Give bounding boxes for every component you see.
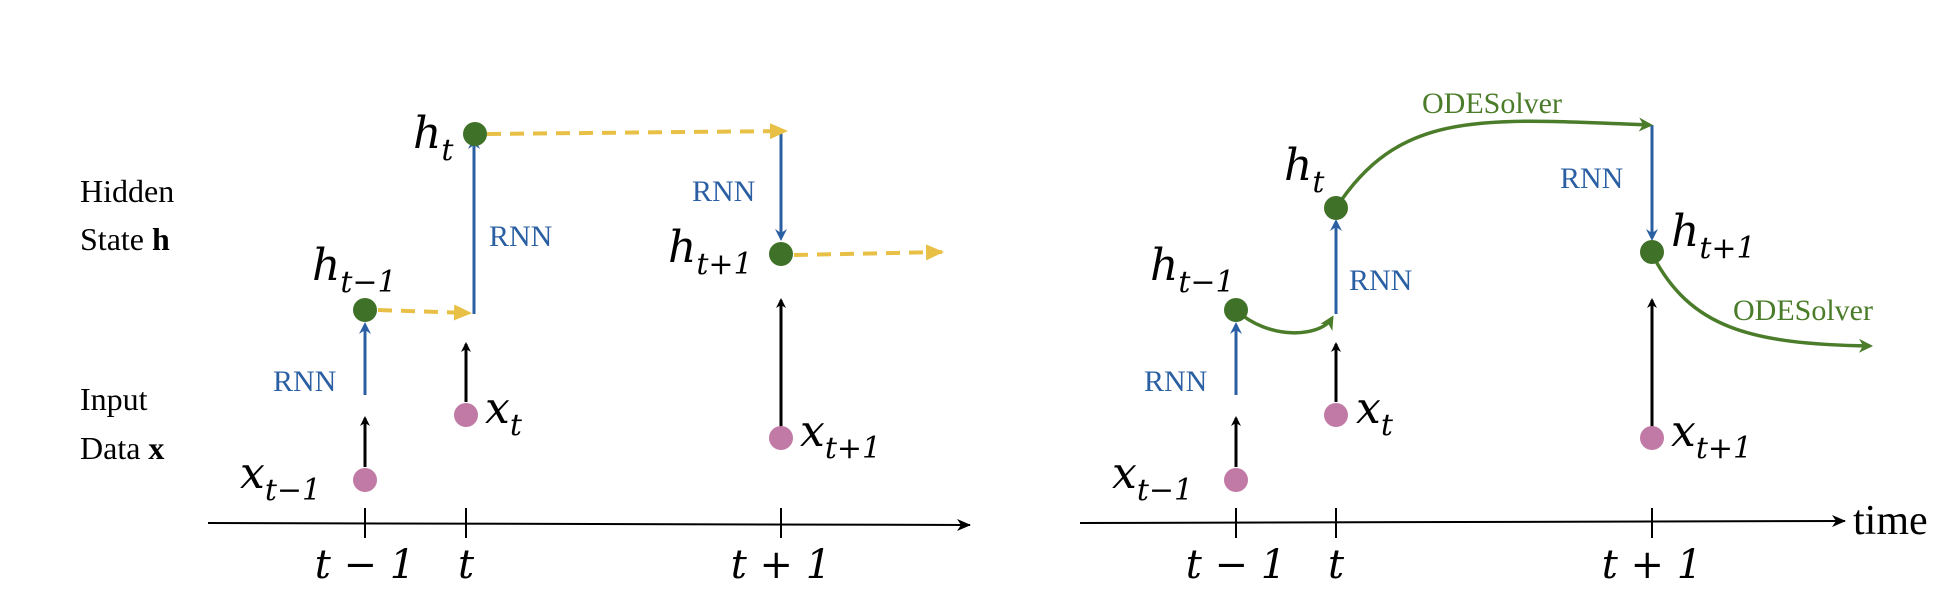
left-hidden-label-t-sub: t: [441, 133, 454, 168]
right-input-label-t-plus-1: xt+1: [1671, 406, 1752, 466]
right-tick-label-t: t: [1328, 542, 1345, 588]
row-label-input-line2: Data x: [80, 430, 164, 466]
left-hidden-label-t-minus-1: ht−1: [312, 240, 397, 300]
right-hidden-node-t-plus-1: [1640, 240, 1664, 264]
left-time-axis: [207, 518, 971, 531]
right-tick-label-t-minus-1: t − 1: [1186, 542, 1286, 588]
right-input-node-t-plus-1: [1640, 426, 1664, 450]
right-hidden-label-t-plus-1-sub: t+1: [1699, 231, 1755, 266]
left-hidden-label-t-base: h: [413, 108, 441, 159]
row-label-input-prefix: Data: [80, 430, 148, 466]
left-carry-arrow-3: [793, 244, 944, 261]
left-input-label-t-sub: t: [510, 408, 523, 443]
left-tick-label-t-minus-1: t − 1: [315, 542, 415, 588]
left-hidden-label-t-minus-1-sub: t−1: [340, 265, 396, 300]
right-input-label-t-minus-1-base: x: [1112, 448, 1137, 499]
right-time-axis: [1079, 515, 1846, 528]
right-hidden-label-t-base: h: [1284, 140, 1312, 191]
right-input-node-t: [1324, 403, 1348, 427]
right-ode-label-1: ODESolver: [1422, 87, 1562, 120]
row-label-hidden-prefix: State: [80, 221, 152, 257]
left-input-label-t-base: x: [485, 383, 510, 434]
time-axis-label: time: [1853, 498, 1928, 544]
right-rnn-label-t: RNN: [1349, 264, 1412, 297]
right-hidden-label-t-minus-1: ht−1: [1150, 240, 1235, 300]
left-input-label-t-minus-1: xt−1: [240, 448, 321, 508]
row-label-hidden-symbol: h: [152, 221, 170, 257]
right-tick-label-t-plus-1: t + 1: [1602, 542, 1702, 588]
right-hidden-label-t-plus-1: ht+1: [1671, 206, 1756, 266]
left-input-node-t-plus-1: [769, 426, 793, 450]
right-input-label-t-plus-1-sub: t+1: [1696, 431, 1752, 466]
left-input-label-t-minus-1-base: x: [240, 448, 265, 499]
left-input-node-t-minus-1: [353, 468, 377, 492]
right-rnn-label-t-plus-1: RNN: [1560, 162, 1623, 195]
right-ode-curve-2: [1334, 117, 1653, 209]
row-label-input-line1: Input: [80, 381, 148, 417]
right-hidden-node-t: [1324, 196, 1348, 220]
right-hidden-label-t-plus-1-base: h: [1671, 206, 1699, 257]
left-input-label-t-minus-1-sub: t−1: [265, 473, 321, 508]
row-label-input-symbol: x: [148, 430, 164, 466]
right-input-label-t-minus-1-sub: t−1: [1137, 473, 1193, 508]
left-hidden-label-t-minus-1-base: h: [312, 240, 340, 291]
row-label-input: Input Data x: [80, 381, 164, 466]
right-hidden-label-t: ht: [1284, 140, 1325, 200]
left-hidden-label-t: ht: [413, 108, 454, 168]
right-input-node-t-minus-1: [1224, 468, 1248, 492]
panel-rnn: t − 1 t t + 1 RNN RNN RNN ht−1 ht ht+1 x…: [207, 108, 971, 588]
left-hidden-node-t-minus-1: [353, 298, 377, 322]
right-hidden-label-t-sub: t: [1312, 165, 1325, 200]
left-carry-arrow-2: [486, 123, 788, 140]
right-input-label-t-base: x: [1356, 383, 1381, 434]
left-hidden-node-t: [463, 122, 487, 146]
left-input-label-t-plus-1: xt+1: [800, 406, 881, 466]
right-ode-curve-1: [1234, 308, 1334, 335]
left-hidden-label-t-plus-1-sub: t+1: [696, 247, 752, 282]
right-hidden-label-t-minus-1-sub: t−1: [1178, 265, 1234, 300]
row-label-hidden-line1: Hidden: [80, 173, 174, 209]
left-tick-label-t-plus-1: t + 1: [731, 542, 831, 588]
row-label-hidden: Hidden State h: [80, 173, 174, 257]
left-input-label-t: xt: [485, 383, 523, 443]
left-hidden-label-t-plus-1-base: h: [668, 222, 696, 273]
left-hidden-label-t-plus-1: ht+1: [668, 222, 753, 282]
right-input-label-t-minus-1: xt−1: [1112, 448, 1193, 508]
right-hidden-node-t-minus-1: [1224, 298, 1248, 322]
right-hidden-label-t-minus-1-base: h: [1150, 240, 1178, 291]
left-input-label-t-plus-1-base: x: [800, 406, 825, 457]
right-input-label-t: xt: [1356, 383, 1394, 443]
right-rnn-label-t-minus-1: RNN: [1144, 365, 1207, 398]
right-ode-label-2: ODESolver: [1733, 294, 1873, 327]
right-ode-curve-3: [1650, 253, 1873, 353]
row-label-hidden-line2: State h: [80, 221, 170, 257]
left-rnn-label-t: RNN: [489, 220, 552, 253]
left-input-label-t-plus-1-sub: t+1: [825, 431, 881, 466]
left-carry-arrow-1: [377, 304, 472, 321]
left-input-node-t: [454, 403, 478, 427]
left-rnn-label-t-plus-1: RNN: [692, 175, 755, 208]
left-rnn-label-t-minus-1: RNN: [273, 365, 336, 398]
left-hidden-node-t-plus-1: [769, 242, 793, 266]
right-input-label-t-sub: t: [1381, 408, 1394, 443]
panel-ode-rnn: time t − 1 t t + 1 ODESolver ODESolver R…: [1079, 87, 1928, 588]
right-input-label-t-plus-1-base: x: [1671, 406, 1696, 457]
left-tick-label-t: t: [458, 542, 475, 588]
